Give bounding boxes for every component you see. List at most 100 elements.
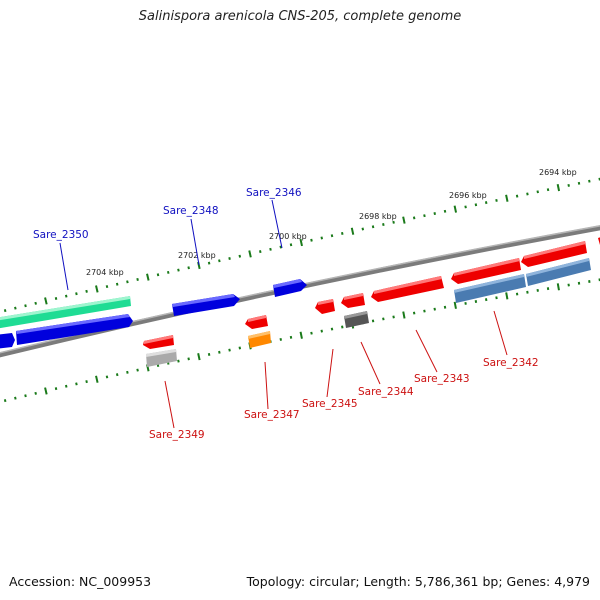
gene-label[interactable]: Sare_2346	[246, 187, 302, 199]
minor-tick	[259, 250, 262, 254]
minor-tick	[289, 335, 293, 339]
minor-tick	[14, 396, 17, 400]
minor-tick	[577, 181, 581, 185]
minor-tick	[330, 234, 334, 238]
minor-tick	[546, 188, 550, 192]
major-tick	[402, 311, 406, 319]
minor-tick	[238, 346, 242, 350]
accession-text: Accession: NC_009953	[9, 574, 152, 589]
minor-tick	[3, 399, 7, 403]
minor-tick	[218, 350, 221, 354]
gene-label-group: Sare_2350 Sare_2348 Sare_2346 Sare_2349 …	[33, 187, 539, 441]
minor-tick	[105, 375, 109, 379]
major-tick	[453, 301, 457, 309]
major-tick	[197, 353, 201, 361]
minor-tick	[126, 370, 129, 374]
minor-tick	[177, 268, 180, 272]
minor-tick	[105, 285, 109, 289]
gene-label[interactable]: Sare_2347	[244, 409, 300, 421]
gene-arrow[interactable]	[172, 294, 240, 316]
minor-tick	[433, 212, 436, 215]
minor-tick	[24, 304, 27, 308]
scale-label: 2694 kbp	[539, 168, 577, 177]
minor-tick	[166, 270, 170, 274]
major-tick	[505, 194, 509, 202]
minor-tick	[115, 282, 119, 286]
gene-label[interactable]: Sare_2350	[33, 229, 89, 241]
minor-tick	[64, 384, 68, 388]
minor-tick	[14, 306, 17, 310]
major-tick	[299, 331, 303, 339]
minor-tick	[392, 220, 395, 224]
major-tick	[402, 216, 406, 224]
minor-tick	[85, 289, 88, 293]
reverse-tick-track	[3, 278, 600, 403]
minor-tick	[156, 273, 160, 277]
minor-tick	[177, 359, 180, 363]
minor-tick	[136, 368, 139, 372]
map-title: Salinispora arenicola CNS-205, complete …	[138, 9, 462, 24]
major-tick	[44, 387, 48, 395]
gene-label[interactable]: Sare_2342	[483, 357, 539, 369]
minor-tick	[34, 301, 37, 305]
minor-tick	[75, 292, 78, 296]
minor-tick	[443, 209, 447, 213]
major-tick	[556, 183, 561, 192]
minor-tick	[24, 394, 27, 398]
gene-track-green	[0, 296, 131, 329]
minor-tick	[495, 198, 498, 202]
minor-tick	[207, 352, 211, 356]
major-tick	[95, 285, 99, 293]
minor-tick	[187, 266, 190, 270]
minor-tick	[228, 348, 231, 352]
minor-tick	[526, 192, 529, 196]
major-tick	[44, 297, 48, 305]
minor-tick	[228, 257, 231, 260]
gene-label[interactable]: Sare_2348	[163, 205, 219, 217]
minor-tick	[3, 309, 7, 313]
minor-tick	[64, 294, 68, 298]
major-tick	[350, 227, 355, 235]
minor-tick	[330, 327, 334, 331]
minor-tick	[588, 179, 591, 183]
major-tick	[505, 292, 509, 300]
minor-tick	[567, 183, 570, 187]
major-tick	[556, 283, 560, 291]
gene-arrow[interactable]	[16, 314, 133, 345]
scale-label: 2698 kbp	[359, 212, 397, 221]
minor-tick	[341, 325, 344, 329]
minor-tick	[269, 247, 272, 251]
scale-label: 2700 kbp	[269, 232, 307, 241]
major-tick	[95, 375, 99, 383]
minor-tick	[310, 238, 313, 242]
minor-tick	[361, 227, 365, 231]
minor-tick	[187, 357, 190, 361]
minor-tick	[341, 231, 344, 235]
forward-tick-track	[3, 177, 600, 313]
major-tick	[146, 273, 150, 281]
gene-label[interactable]: Sare_2345	[302, 398, 358, 410]
minor-tick	[115, 373, 119, 377]
minor-tick	[54, 297, 58, 300]
minor-tick	[54, 387, 58, 391]
gene-track-outer-reverse	[146, 258, 591, 367]
minor-tick	[34, 391, 37, 395]
minor-tick	[515, 194, 519, 198]
major-tick	[453, 205, 458, 213]
major-tick	[248, 250, 252, 258]
major-tick	[299, 238, 303, 247]
gene-arrow[interactable]	[0, 333, 15, 349]
gene-label[interactable]: Sare_2349	[149, 429, 205, 441]
gene-label[interactable]: Sare_2343	[414, 373, 470, 385]
scale-label: 2704 kbp	[86, 268, 124, 277]
minor-tick	[218, 259, 221, 263]
gene-label[interactable]: Sare_2344	[358, 386, 414, 398]
minor-tick	[474, 203, 478, 207]
minor-tick	[484, 201, 488, 205]
minor-tick	[412, 216, 416, 220]
minor-tick	[382, 223, 385, 227]
minor-tick	[289, 243, 293, 247]
minor-tick	[85, 380, 88, 384]
minor-tick	[238, 254, 242, 258]
